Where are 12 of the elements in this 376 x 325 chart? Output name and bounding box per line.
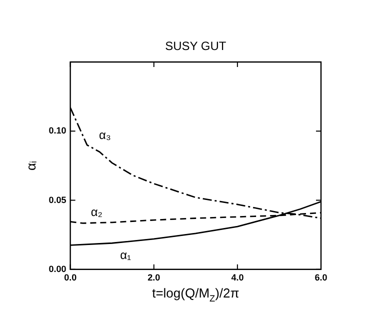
- y-tick-label: 0.05: [48, 194, 66, 205]
- x-tick-label: 2.0: [148, 272, 160, 282]
- y-tick-label: 0.10: [48, 126, 66, 136]
- series-label: α₂: [90, 205, 103, 220]
- series-label: α₁: [120, 248, 132, 262]
- series-label: α₃: [99, 128, 111, 142]
- x-tick-label: 4.0: [231, 272, 244, 282]
- chart-title: SUSY GUT: [165, 39, 227, 53]
- x-tick-label: 6.0: [314, 272, 328, 282]
- x-tick-label: 0.0: [64, 272, 77, 282]
- y-tick-label: 0.00: [48, 264, 66, 274]
- y-axis-title: αᵢ: [23, 160, 38, 170]
